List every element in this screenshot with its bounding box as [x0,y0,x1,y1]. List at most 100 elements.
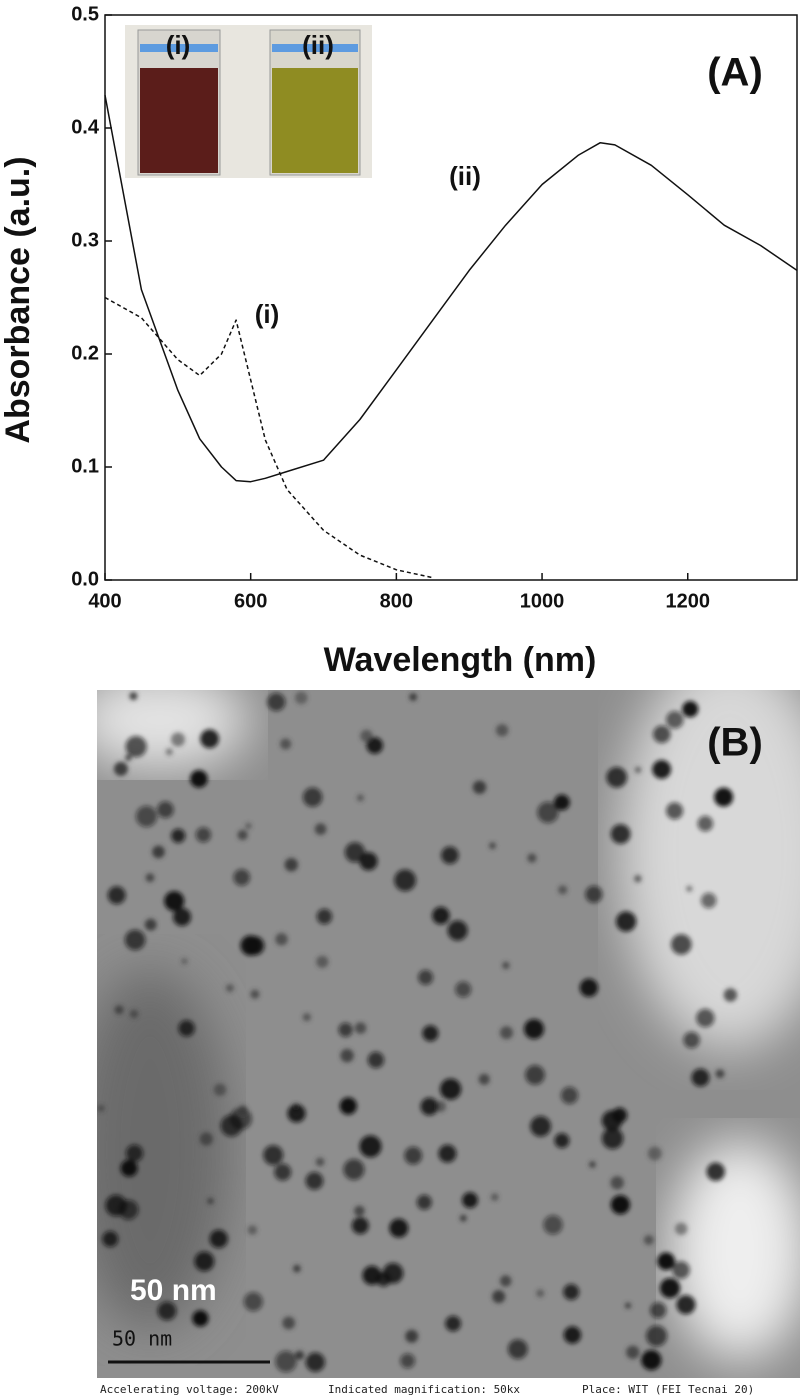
vial-liquid [140,68,218,173]
particle [263,1145,284,1166]
particle [560,1086,579,1104]
particle [706,1162,725,1181]
particle [302,1013,311,1022]
series-line [104,296,433,579]
particle [190,770,208,788]
particle [447,920,468,941]
particle [192,1310,209,1327]
particle [445,1315,461,1332]
particle [340,1048,354,1063]
particle [691,1068,710,1087]
particle [144,918,157,931]
particle [351,1217,369,1235]
y-tick-label: 0.0 [71,568,99,590]
y-tick-label: 0.2 [71,342,99,364]
particle [354,1205,365,1217]
particle [441,846,459,865]
particle [195,827,211,843]
particle [409,693,417,701]
particle [124,929,146,951]
y-tick-label: 0.5 [71,3,99,25]
particle [492,1290,506,1304]
particle [194,1251,215,1272]
particle [315,1157,325,1167]
series-line [104,95,798,483]
particle [558,885,568,895]
particle [432,906,450,925]
particle [354,1022,367,1034]
particle [245,822,252,830]
particle [676,1295,696,1315]
particle [626,1345,640,1360]
particle [113,761,128,776]
particle [666,802,684,820]
particle [400,1353,415,1369]
particle [536,1289,545,1298]
particle [97,1104,105,1112]
particle [500,1275,512,1287]
particle [610,824,631,844]
particle [305,1352,325,1372]
footer-text: Accelerating voltage: 200kV [100,1383,279,1396]
particle [530,1115,551,1137]
particle [225,984,234,993]
x-tick-label: 1200 [665,590,710,612]
particle [525,1065,545,1085]
particle [287,1104,306,1123]
vial-cap-band [140,44,218,52]
particle [459,1214,467,1222]
particle [420,1097,439,1116]
particle [164,891,185,912]
particle [314,823,327,835]
particle [247,1225,258,1235]
particle [157,1301,177,1321]
particle [440,1078,462,1100]
particle [647,1146,662,1161]
x-tick-label: 400 [88,590,121,612]
particle [362,1265,382,1285]
particle [171,732,185,747]
tem-image: 50 nm 50 nm (B) Accelerating voltage: 20… [97,690,800,1400]
particle [478,1073,490,1085]
particle [220,1114,243,1137]
particle [610,1176,624,1190]
particle [181,958,188,965]
particle [129,692,138,701]
particle [120,1159,138,1177]
particle [125,1144,144,1162]
particle [343,1159,365,1180]
particle [701,892,717,909]
x-tick-label: 1000 [520,590,565,612]
particle [554,794,570,811]
particle [207,1197,214,1205]
particle [653,725,671,744]
particle [606,766,628,788]
particle [294,1350,305,1360]
particle [554,1133,570,1149]
particle [666,711,684,729]
series-label: (ii) [449,161,481,191]
particle [125,736,147,758]
particle [294,691,308,705]
particle [418,969,434,985]
particle [237,1105,248,1116]
particle [650,1302,667,1319]
particle [657,1252,675,1271]
particle [274,1163,292,1181]
y-axis-title: Absorbance (a.u.) [0,156,37,443]
particle [200,729,220,749]
particle [360,729,373,743]
particle [652,760,671,779]
particle [579,978,599,997]
particle [145,873,155,883]
particle [524,1019,544,1039]
particle [359,1135,382,1158]
particle [316,908,333,925]
particle [209,1229,228,1249]
particle [356,794,364,802]
particle [366,737,384,754]
particle [302,787,323,807]
particle [213,1083,227,1096]
particle [114,1005,124,1015]
